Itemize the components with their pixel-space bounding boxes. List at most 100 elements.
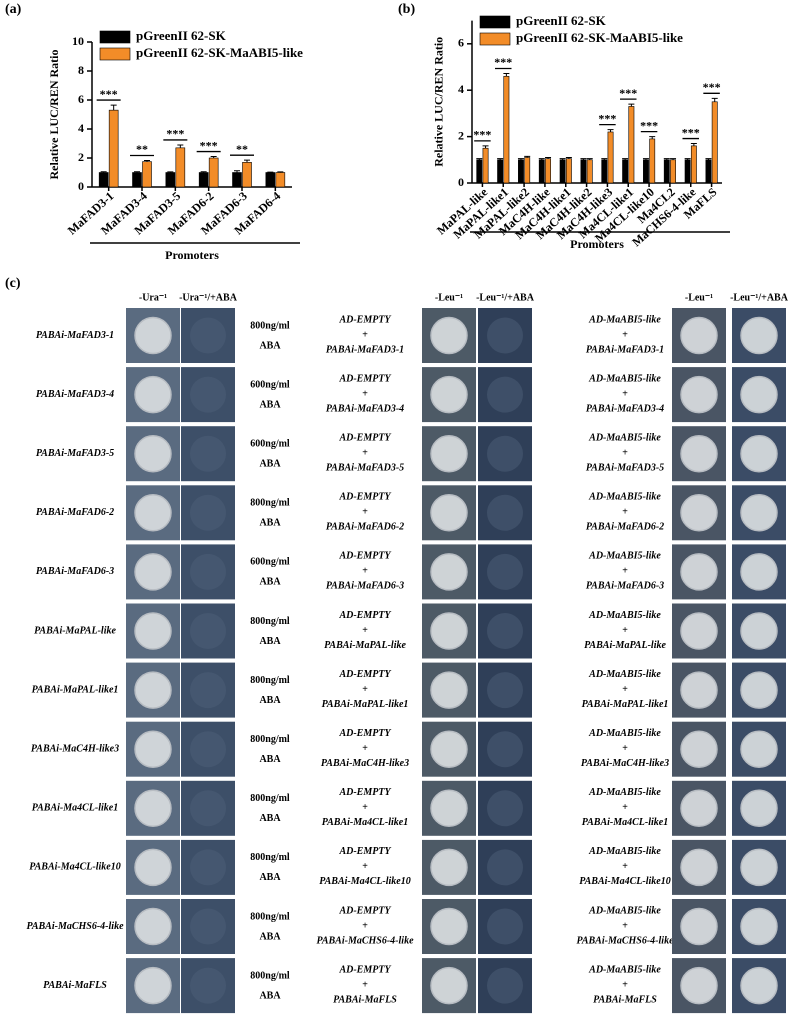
bar (545, 158, 551, 184)
bar (524, 157, 531, 184)
bar (705, 159, 712, 184)
bait-label: PABAi-Ma4CL-like1 (32, 803, 118, 814)
concentration: 800ng/ml (250, 734, 290, 745)
x-axis-label: Promoters (570, 237, 624, 251)
colony (740, 966, 778, 1005)
effector-construct: + (622, 979, 628, 990)
colony (740, 730, 778, 768)
colony (740, 848, 778, 887)
error-bar (167, 171, 174, 173)
y-tick-label: 4 (458, 82, 464, 96)
colony (487, 967, 523, 1004)
colony (134, 848, 172, 887)
control-construct: PABAi-MaFAD3-1 (326, 344, 404, 355)
effector-construct: + (622, 861, 628, 872)
legend-swatch (479, 32, 511, 46)
colony (487, 494, 523, 531)
error-bar (134, 171, 140, 173)
control-construct: PABAi-MaFAD6-2 (326, 522, 404, 533)
bar (518, 159, 524, 184)
control-construct: PABAi-MaFAD6-3 (326, 581, 404, 592)
colony (680, 553, 718, 591)
y-axis-label: Relative LUC/REN Ratio (432, 37, 446, 167)
significance-label: *** (166, 127, 184, 141)
y-tick-label: 10 (72, 34, 84, 48)
panel-label: (a) (5, 2, 22, 17)
bar (586, 159, 593, 184)
control-construct: AD-EMPTY (338, 669, 391, 680)
concentration: 800ng/ml (250, 675, 290, 686)
bait-label: PABAi-MaFLS (43, 980, 107, 991)
control-construct: + (362, 625, 368, 636)
error-bar (565, 156, 572, 159)
bar (684, 159, 691, 184)
error-bar (110, 104, 117, 111)
bait-label: PABAi-MaFAD3-1 (36, 330, 114, 341)
colony (190, 790, 226, 827)
bar (275, 172, 286, 188)
colony (740, 434, 778, 473)
colony (487, 435, 523, 472)
effector-construct: AD-MaABI5-like (588, 905, 661, 916)
bait-label: PABAi-MaFAD6-3 (36, 566, 114, 577)
colony (190, 908, 226, 945)
column-header: -Ura⁻¹/+ABA (179, 292, 238, 303)
effector-construct: AD-MaABI5-like (588, 846, 661, 857)
colony (190, 553, 226, 590)
colony (134, 375, 172, 414)
significance-label: *** (494, 55, 512, 69)
effector-construct: AD-MaABI5-like (588, 373, 661, 384)
significance-label: *** (703, 80, 721, 94)
effector-construct: AD-MaABI5-like (588, 787, 661, 798)
y-tick-label: 0 (78, 179, 84, 193)
effector-construct: PABAi-MaFAD3-4 (586, 403, 664, 414)
colony (190, 376, 226, 413)
concentration: 600ng/ml (250, 438, 290, 449)
colony (430, 434, 468, 473)
y-tick-label: 6 (458, 36, 464, 50)
bar (565, 158, 572, 184)
error-bar (545, 156, 552, 159)
control-construct: PABAi-MaPAL-like (324, 640, 406, 651)
colony (134, 730, 172, 768)
colony (740, 907, 778, 946)
error-bar (476, 158, 483, 160)
colony (430, 907, 468, 946)
colony (430, 612, 468, 650)
legend-swatch (99, 30, 131, 44)
y-tick-label: 6 (78, 92, 84, 106)
effector-construct: AD-MaABI5-like (588, 314, 661, 325)
colony (740, 375, 778, 414)
drug: ABA (259, 754, 281, 765)
legend-swatch (479, 15, 511, 29)
error-bar (177, 144, 184, 148)
colony (740, 671, 778, 709)
effector-construct: PABAi-MaC4H-like3 (581, 758, 669, 769)
error-bar (586, 158, 593, 160)
legend-label: pGreenII 62-SK-MaABI5-like (516, 30, 683, 45)
x-axis-label: Promoters (165, 248, 219, 262)
colony (680, 671, 718, 709)
drug: ABA (259, 931, 281, 942)
legend-label: pGreenII 62-SK (136, 28, 227, 43)
bar (165, 172, 176, 188)
effector-construct: + (622, 388, 628, 399)
control-construct: + (362, 329, 368, 340)
control-construct: AD-EMPTY (338, 492, 391, 503)
effector-construct: AD-MaABI5-like (588, 610, 661, 621)
colony (134, 553, 172, 591)
colony (680, 789, 718, 828)
effector-construct: PABAi-MaFAD6-3 (586, 581, 664, 592)
bar (232, 172, 242, 188)
control-construct: PABAi-MaFLS (333, 994, 397, 1005)
effector-construct: + (622, 625, 628, 636)
drug: ABA (259, 636, 281, 647)
colony (190, 317, 226, 354)
effector-construct: PABAi-MaFAD3-5 (586, 462, 664, 473)
colony (134, 434, 172, 473)
error-bar (663, 158, 670, 160)
effector-construct: AD-MaABI5-like (588, 551, 661, 562)
colony (487, 613, 523, 649)
